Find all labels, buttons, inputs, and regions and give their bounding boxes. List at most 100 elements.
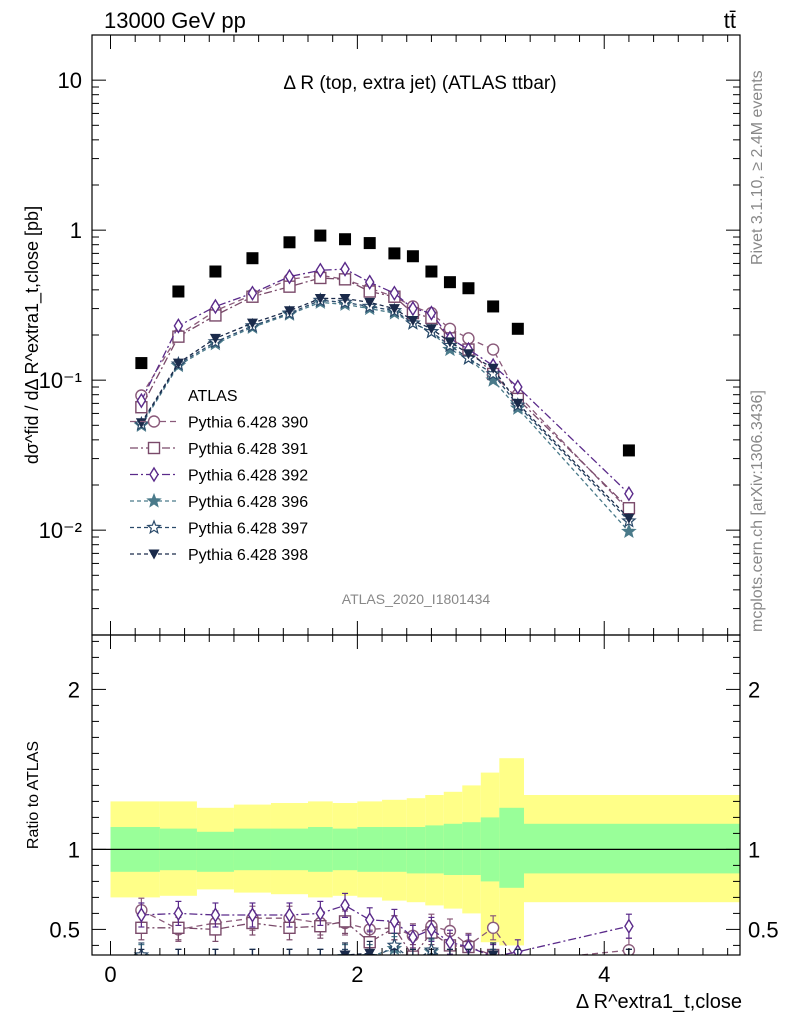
ratio-point (251, 953, 254, 955)
data-point (487, 300, 500, 313)
legend-marker (146, 519, 162, 535)
ratio-point (426, 921, 437, 938)
legend-label: Pythia 6.428 392 (188, 468, 308, 485)
data-point (135, 357, 148, 370)
main-ylabel: dσ^fid / dΔ R^extra1_t,close [pb] (22, 206, 43, 464)
legend-marker (147, 415, 161, 428)
ratio-y-tick-label: 2 (68, 677, 80, 702)
ratio-xlabel: Δ R^extra1_t,close (576, 991, 742, 1013)
ratio-point (449, 953, 451, 955)
series-line (140, 277, 630, 509)
data-point (388, 247, 401, 260)
data-point (485, 372, 501, 387)
main-plot-area (133, 229, 637, 539)
legend-label: Pythia 6.428 398 (188, 547, 308, 564)
legend-label: Pythia 6.428 397 (188, 521, 308, 538)
uncertainty-band-inner (196, 831, 234, 872)
ratio-point (136, 957, 147, 967)
ratio-point (389, 957, 400, 967)
legend: ATLAS Pythia 6.428 390 Pythia 6.428 391 Pyt… (130, 388, 308, 564)
ratio-point (463, 957, 474, 967)
ratio-point (408, 929, 418, 946)
main-panel: 10⁻² 10⁻¹ 1 10 Δ R (top, extra jet) (ATLAS … (22, 34, 741, 636)
ratio-plot-area (92, 758, 740, 967)
data-point (172, 285, 185, 298)
data-point (388, 304, 400, 315)
ratio-axis-ticks: 0 2 4 0.5 0.5 1 1 2 2 (49, 635, 779, 987)
ratio-point (412, 953, 414, 955)
legend-item: ATLAS (188, 388, 238, 405)
ratio-point (512, 956, 523, 967)
data-point (622, 502, 636, 515)
ratio-point (512, 957, 523, 967)
data-point (487, 363, 499, 374)
data-point (339, 294, 351, 305)
ratio-point (467, 953, 470, 955)
data-point (624, 485, 634, 502)
data-point (425, 265, 438, 278)
ratio-y-tick-label-right: 2 (748, 677, 760, 702)
ratio-point (340, 897, 350, 914)
ratio-point (445, 934, 455, 951)
ratio-point (136, 907, 147, 923)
data-point (389, 285, 400, 302)
ratio-y-tick-label: 0.5 (49, 917, 80, 942)
mcplots-label: mcplots.cern.ch [arXiv:1306.3436] (749, 390, 766, 632)
ratio-point (288, 953, 291, 955)
data-point (136, 392, 147, 409)
ratio-point (319, 953, 321, 955)
y-tick-label: 10⁻² (39, 518, 82, 543)
ratio-point (628, 953, 630, 955)
ratio-point (412, 953, 414, 955)
ratio-frame (91, 634, 741, 956)
process-label: tt̄ (724, 8, 736, 33)
series-line (140, 301, 630, 532)
data-point (623, 513, 635, 524)
ratio-point (492, 953, 494, 955)
ratio-point (344, 953, 346, 955)
ratio-pythia-6.428-392 (136, 892, 634, 955)
ratio-point (364, 911, 375, 928)
data-point (486, 343, 500, 356)
y-tick-label: 10⁻¹ (39, 368, 82, 393)
legend-item: Pythia 6.428 390 (130, 415, 308, 432)
data-point (340, 261, 350, 277)
data-point (513, 379, 523, 395)
ratio-pythia-6.428-397 (133, 932, 632, 955)
data-point (363, 237, 376, 250)
y-tick-label: 1 (70, 218, 82, 243)
ratio-point (315, 905, 326, 922)
data-point (443, 276, 456, 289)
series-line (140, 299, 630, 522)
x-tick-label: 2 (351, 962, 363, 987)
data-point (364, 274, 375, 291)
ratio-point (444, 957, 455, 967)
x-tick-label: 4 (598, 962, 610, 987)
data-point (425, 324, 437, 335)
ratio-point (407, 957, 418, 967)
ratio-line (141, 944, 441, 955)
ratio-point (449, 953, 451, 955)
data-point (512, 398, 524, 409)
data-point (209, 333, 221, 344)
data-point (284, 268, 295, 285)
ratio-point (623, 956, 634, 967)
data-point (172, 358, 184, 369)
energy-label: 13000 GeV pp (104, 8, 246, 33)
data-point (315, 262, 326, 279)
data-point (511, 322, 524, 335)
legend-label: ATLAS (188, 388, 238, 405)
legend-marker (146, 492, 162, 508)
series-pythia-6.428-397 (133, 292, 637, 528)
data-point (173, 318, 184, 334)
ratio-point (177, 953, 180, 955)
main-title: Δ R (top, extra jet) (ATLAS ttbar) (283, 73, 556, 94)
legend-item: Pythia 6.428 397 (130, 519, 308, 538)
ratio-ylabel: Ratio to ATLAS (25, 741, 42, 849)
ratio-panel: 0 2 4 0.5 0.5 1 1 2 2 Ratio to ATLAS Δ R^extra1_… (25, 634, 779, 1013)
main-frame (91, 34, 741, 636)
ratio-point (177, 953, 180, 955)
uncertainty-band-inner (499, 807, 524, 888)
ratio-y-tick-label-right: 0.5 (748, 917, 779, 942)
